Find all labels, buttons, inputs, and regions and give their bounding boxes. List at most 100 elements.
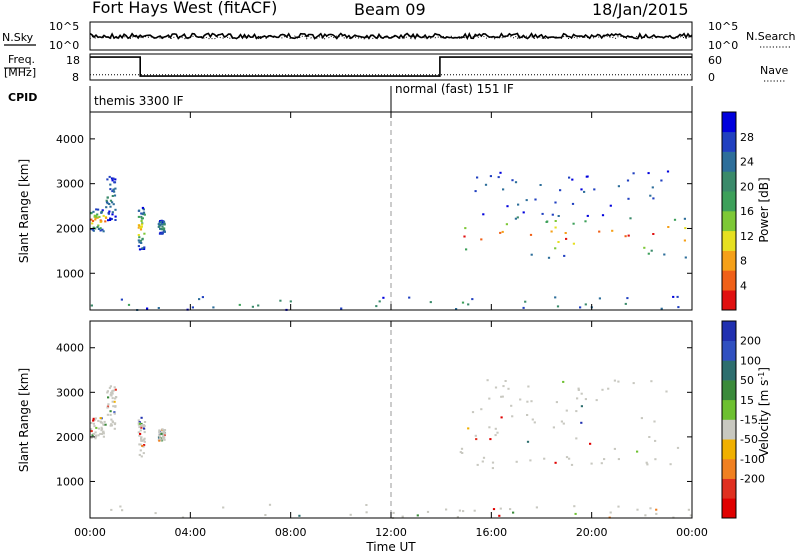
echo-cell xyxy=(488,397,491,400)
echo-cell xyxy=(496,431,499,434)
colorbar-swatch xyxy=(722,458,736,479)
echo-cell xyxy=(554,220,557,222)
echo-cell xyxy=(392,511,395,514)
echo-cell xyxy=(92,419,95,422)
echo-cell xyxy=(90,304,93,307)
echo-cell xyxy=(568,176,571,179)
echo-cell xyxy=(112,405,115,408)
echo-cell xyxy=(139,228,143,231)
echo-cell xyxy=(163,436,166,439)
velocity-panel: 1000 2000 3000 4000 00:00 04:00 08:00 12:00 16:… xyxy=(17,112,771,554)
echo-cell xyxy=(161,436,164,439)
echo-cell xyxy=(500,395,503,398)
power-colorbar-label: Power [dB] xyxy=(757,177,771,242)
echo-cell xyxy=(557,215,560,217)
echo-cell xyxy=(673,218,677,221)
echo-cell xyxy=(562,422,565,425)
echo-cell xyxy=(201,296,204,299)
echo-cell xyxy=(162,223,166,226)
nave-tick-top: 60 xyxy=(708,54,722,67)
echo-cell xyxy=(522,211,525,214)
echo-cell xyxy=(137,215,140,218)
echo-cell xyxy=(640,417,643,420)
echo-cell xyxy=(159,437,162,440)
cpid-segment-normal: normal (fast) 151 IF xyxy=(395,82,514,96)
echo-cell xyxy=(140,225,143,228)
echo-cell xyxy=(510,404,513,407)
echo-cell xyxy=(547,256,551,259)
echo-cell xyxy=(90,428,93,431)
colorbar-swatch xyxy=(722,498,736,519)
echo-cell xyxy=(158,439,161,442)
echo-cell xyxy=(102,435,105,438)
echo-cell xyxy=(459,451,462,454)
echo-cell xyxy=(511,415,514,418)
echo-cell xyxy=(111,195,114,197)
echo-cell xyxy=(138,224,141,227)
echo-cell xyxy=(109,413,112,416)
echo-cell xyxy=(140,212,143,215)
echo-cell xyxy=(140,439,143,442)
echo-cell xyxy=(113,411,116,414)
echo-cell xyxy=(137,422,140,425)
echo-cell xyxy=(222,506,225,509)
echo-cell xyxy=(467,427,470,430)
colorbar-swatch xyxy=(722,290,736,311)
echo-cell xyxy=(110,424,113,427)
x-tick-label: 16:00 xyxy=(475,526,507,539)
power-echo-cells xyxy=(90,170,687,311)
echo-cell xyxy=(141,238,144,241)
echo-cell xyxy=(474,190,477,193)
echo-cell xyxy=(530,253,533,256)
echo-cell xyxy=(93,418,96,421)
echo-cell xyxy=(140,438,143,441)
nsearch-series-line xyxy=(89,35,693,40)
echo-cell xyxy=(586,214,589,217)
echo-cell xyxy=(632,382,635,385)
echo-cell xyxy=(114,215,117,218)
echo-cell xyxy=(535,506,538,509)
velocity-colorbar: 200 100 50 15 -15 -50 -100 -200 xyxy=(721,320,765,519)
echo-cell xyxy=(109,410,112,413)
y-tick-label: 1000 xyxy=(56,267,84,280)
echo-cell xyxy=(159,221,162,223)
echo-cell xyxy=(115,396,118,398)
echo-cell xyxy=(114,405,117,408)
echo-cell xyxy=(613,379,616,382)
echo-cell xyxy=(289,300,292,303)
echo-cell xyxy=(669,463,672,466)
echo-cell xyxy=(429,301,432,304)
velocity-ylabel: Slant Range [km] xyxy=(17,368,31,472)
echo-cell xyxy=(555,401,558,404)
echo-cell xyxy=(580,188,583,191)
echo-cell xyxy=(114,388,117,391)
echo-cell xyxy=(401,515,404,518)
echo-cell xyxy=(212,306,215,309)
echo-cell xyxy=(550,230,553,233)
echo-cell xyxy=(375,305,378,308)
y-tick-label: 4000 xyxy=(56,133,84,146)
echo-cell xyxy=(565,456,569,459)
beam-title: Beam 09 xyxy=(354,0,426,19)
echo-cell xyxy=(111,179,114,182)
echo-cell xyxy=(504,380,507,382)
echo-cell xyxy=(583,190,586,193)
echo-cell xyxy=(113,181,116,184)
colorbar-swatch xyxy=(722,360,736,381)
echo-cell xyxy=(142,211,146,214)
echo-cell xyxy=(92,417,95,420)
power-ylabel: Slant Range [km] xyxy=(17,159,31,263)
echo-cell xyxy=(106,196,109,199)
echo-cell xyxy=(137,234,140,236)
echo-cell xyxy=(554,296,557,299)
colorbar-tick-label: 28 xyxy=(740,131,754,144)
echo-cell xyxy=(554,226,557,229)
echo-cell xyxy=(109,217,112,220)
echo-cell xyxy=(644,514,647,517)
echo-cell xyxy=(601,214,605,217)
echo-cell xyxy=(598,230,601,233)
echo-cell xyxy=(95,426,98,429)
echo-cell xyxy=(505,223,508,226)
colorbar-tick-label: 200 xyxy=(740,335,761,348)
echo-cell xyxy=(568,457,571,460)
